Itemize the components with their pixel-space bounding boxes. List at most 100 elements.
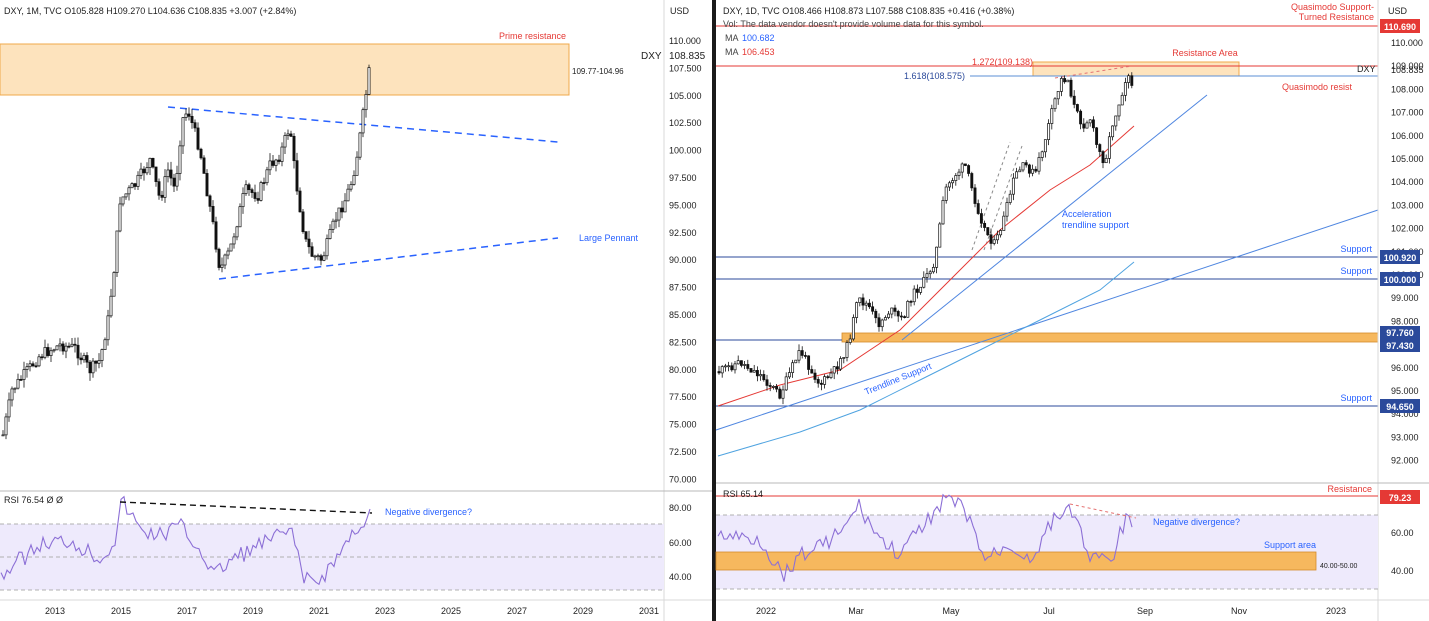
- right-rsi-tick: 60.00: [1391, 528, 1414, 538]
- candle-body: [1098, 144, 1102, 152]
- left-price-tick: 82.500: [669, 337, 697, 347]
- left-symbol-tag: DXY: [641, 51, 662, 62]
- right-price-tick: 109.000: [1391, 61, 1424, 71]
- left-price-tick: 80.000: [669, 365, 697, 375]
- candle-body: [928, 271, 932, 275]
- candle-body: [1015, 171, 1019, 179]
- right-price-tick: 102.000: [1391, 224, 1424, 234]
- left-rsi-tick: 40.00: [669, 572, 692, 582]
- candle-body: [1088, 119, 1092, 124]
- candle-body: [358, 132, 362, 158]
- candle-body: [899, 315, 903, 318]
- candle-body: [241, 193, 245, 208]
- candle-body: [85, 355, 89, 363]
- candle-body: [739, 360, 743, 366]
- candle-body: [331, 220, 335, 230]
- ma-value-2: 106.453: [742, 47, 775, 57]
- candle-body: [109, 295, 113, 317]
- candle-body: [136, 174, 140, 187]
- candle-body: [79, 357, 83, 361]
- tag-94650-bg: [1380, 399, 1420, 413]
- candle-body: [1059, 78, 1063, 92]
- candle-body: [736, 360, 740, 365]
- candle-body: [992, 239, 996, 244]
- candle-body: [816, 379, 820, 384]
- candle-body: [298, 190, 302, 213]
- right-time-axis: 2022 Mar May Jul Sep Nov 2023: [756, 606, 1346, 616]
- candle-body: [829, 372, 833, 378]
- candle-body: [1037, 157, 1041, 172]
- candle-body: [172, 177, 176, 187]
- candle-body: [893, 307, 897, 312]
- candle-body: [752, 370, 756, 373]
- candle-body: [947, 182, 951, 188]
- candle-body: [73, 343, 77, 346]
- right-price-tick: 98.000: [1391, 316, 1419, 326]
- right-price-tick: 107.000: [1391, 108, 1424, 118]
- candle-body: [217, 248, 221, 268]
- left-time-tick: 2029: [573, 606, 593, 616]
- candle-body: [944, 186, 948, 201]
- candle-body: [1123, 82, 1127, 96]
- candle-body: [19, 378, 23, 381]
- candle-body: [794, 359, 798, 364]
- candle-body: [145, 167, 149, 174]
- candle-body: [4, 416, 8, 436]
- candle-body: [839, 358, 843, 370]
- candle-body: [181, 117, 185, 147]
- candle-body: [262, 182, 266, 184]
- candle-body: [235, 226, 239, 238]
- candle-body: [1047, 123, 1051, 140]
- candle-body: [845, 342, 849, 358]
- left-rsi-divergence-line: [119, 501, 373, 514]
- candle-body: [807, 355, 811, 370]
- left-time-tick: 2015: [111, 606, 131, 616]
- fib-1618-label: 1.618(108.575): [904, 71, 965, 81]
- support-band-97: [841, 332, 1379, 343]
- candle-body: [720, 366, 724, 374]
- candle-body: [861, 297, 865, 306]
- candle-body: [906, 301, 910, 318]
- left-price-tick: 77.500: [669, 392, 697, 402]
- candle-body: [91, 360, 95, 374]
- candle-body: [909, 301, 913, 303]
- candle-body: [1043, 139, 1047, 153]
- candle-body: [157, 181, 161, 196]
- candle-body: [1091, 119, 1095, 129]
- candle-body: [938, 223, 942, 248]
- candle-body: [810, 369, 814, 374]
- candle-body: [319, 255, 323, 261]
- candle-body: [970, 173, 974, 189]
- candle-body: [951, 180, 955, 184]
- candle-body: [1075, 104, 1079, 112]
- left-price-tick: 107.500: [669, 63, 702, 73]
- right-price-tick: 94.000: [1391, 409, 1419, 419]
- candle-body: [1021, 162, 1025, 171]
- candle-body: [1050, 108, 1054, 124]
- candle-body: [1072, 95, 1076, 105]
- candle-body: [271, 160, 275, 166]
- candle-body: [1018, 169, 1022, 173]
- candle-body: [823, 376, 827, 385]
- left-price-tick: 105.000: [669, 91, 702, 101]
- candle-body: [280, 146, 284, 162]
- ma-100682-line: [717, 261, 1135, 457]
- tag-110690: 110.690: [1384, 22, 1416, 32]
- left-price-tick: 102.500: [669, 118, 702, 128]
- candle-body: [115, 230, 119, 273]
- candle-body: [169, 169, 173, 179]
- tag-100000: 100.000: [1384, 275, 1417, 285]
- candle-body: [973, 187, 977, 204]
- candle-body: [848, 338, 852, 343]
- candle-body: [22, 369, 26, 380]
- candle-body: [151, 157, 155, 168]
- candle-body: [295, 160, 299, 192]
- candle-body: [778, 388, 782, 399]
- left-price-tick: 75.000: [669, 420, 697, 430]
- candle-body: [70, 343, 74, 347]
- acceleration-label-2: trendline support: [1062, 220, 1130, 230]
- candle-body: [103, 339, 107, 350]
- candle-body: [1117, 104, 1121, 117]
- candle-body: [1069, 79, 1073, 97]
- left-rsi-divergence-label: Negative divergence?: [385, 507, 472, 517]
